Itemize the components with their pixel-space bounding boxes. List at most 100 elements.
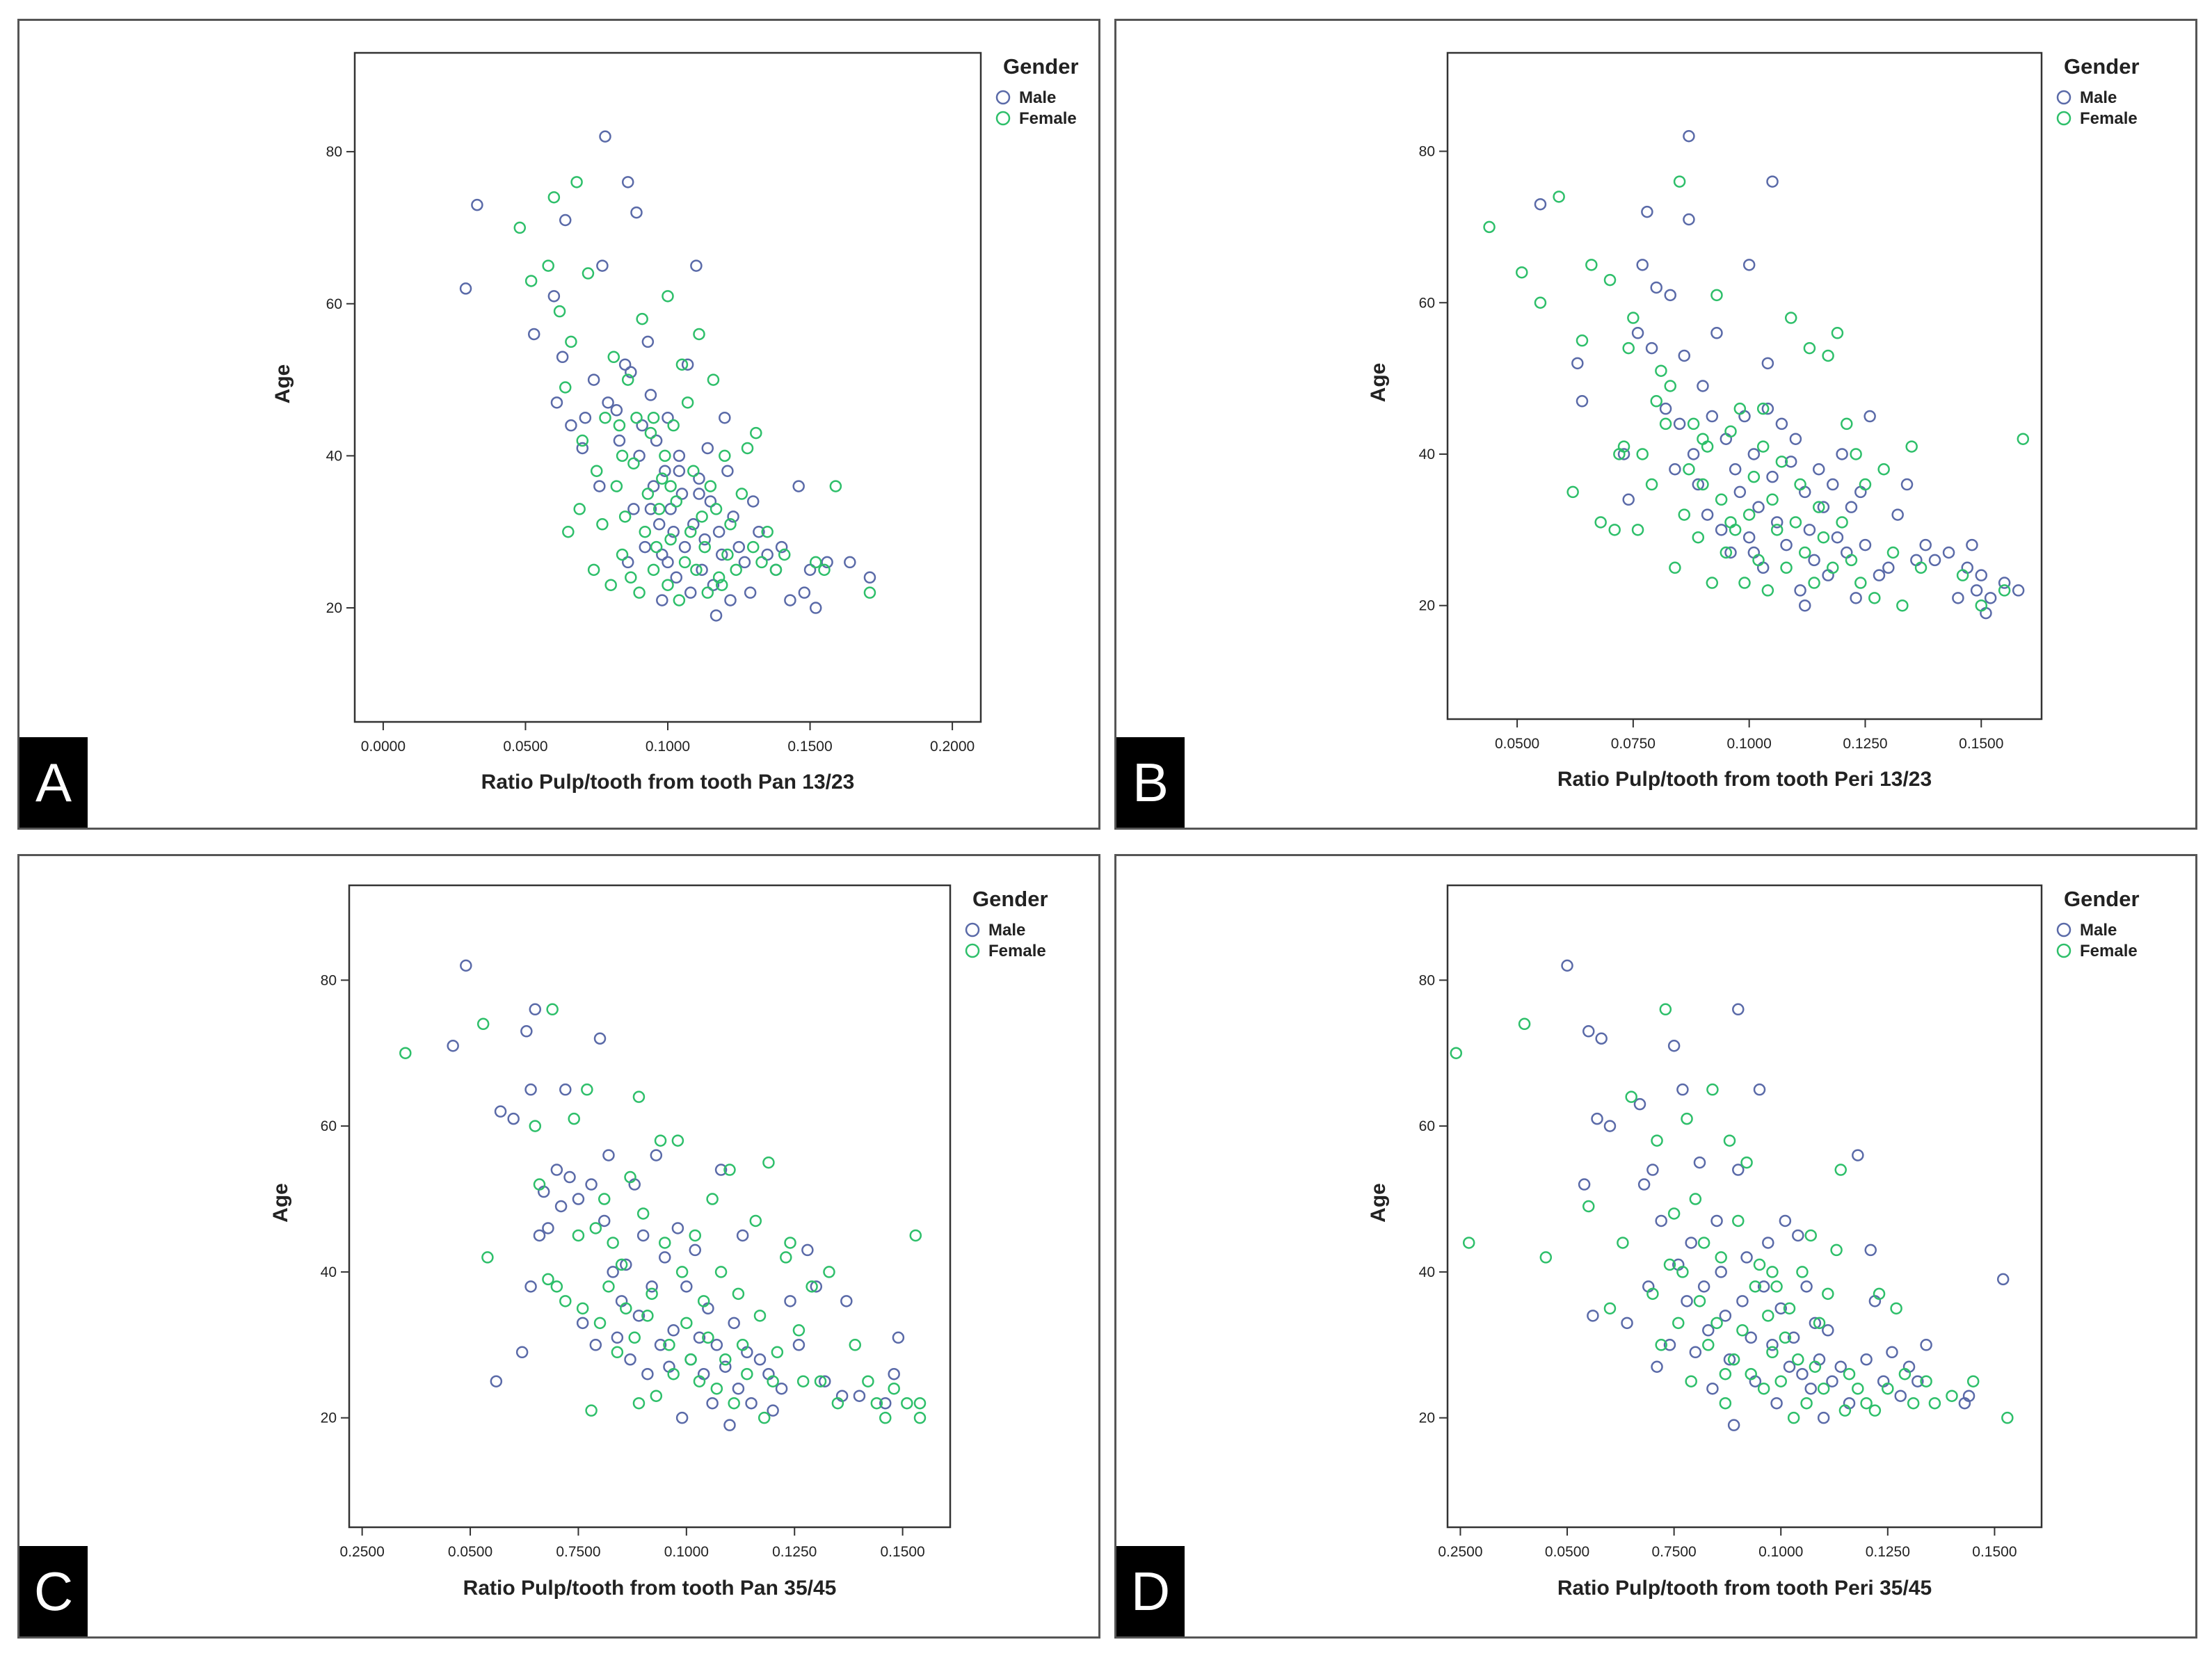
male-point [1621, 1317, 1633, 1330]
x-tick-label: 0.1250 [772, 1544, 817, 1560]
male-point [732, 1382, 745, 1395]
female-point [1896, 599, 1909, 612]
female-point [1603, 1302, 1617, 1315]
male-point [620, 1258, 632, 1271]
male-point [704, 495, 717, 508]
female-point [1783, 1302, 1796, 1315]
x-tick-label: 0.1250 [1843, 736, 1887, 752]
female-point [1747, 470, 1761, 483]
female-point [1770, 1280, 1783, 1293]
female-point [1733, 402, 1747, 415]
female-point [587, 563, 600, 577]
female-point [1697, 1237, 1710, 1249]
male-point [554, 1200, 568, 1213]
male-point [678, 540, 691, 554]
y-tick-label: 60 [326, 296, 342, 312]
male-point [1534, 198, 1547, 211]
male-point [593, 480, 606, 492]
male-point [621, 176, 634, 188]
panel-letter-b: B [1116, 737, 1185, 828]
male-point [556, 351, 569, 364]
female-point [678, 556, 691, 569]
male-point [627, 503, 640, 515]
y-tick-label: 60 [321, 1118, 337, 1134]
female-point [749, 1214, 762, 1228]
x-axis-title: Ratio Pulp/tooth from tooth Pan 35/45 [463, 1577, 837, 1600]
male-point [753, 525, 765, 538]
male-point [654, 1339, 667, 1351]
male-point [879, 1397, 892, 1410]
female-point [1845, 554, 1858, 567]
female-point [1843, 1367, 1856, 1381]
female-point [1518, 1017, 1531, 1031]
female-point [1745, 1367, 1757, 1381]
y-tick-label: 40 [1419, 446, 1435, 462]
male-point [1710, 327, 1723, 339]
female-point [719, 1353, 732, 1366]
legend-female-marker [2056, 943, 2071, 958]
male-point [753, 1353, 767, 1366]
female-point [1685, 1375, 1697, 1387]
male-point [1822, 1324, 1834, 1337]
male-point [1792, 1229, 1804, 1242]
male-point [1762, 1237, 1774, 1249]
female-point [1683, 463, 1695, 476]
female-point [1928, 1397, 1941, 1410]
female-point [831, 1397, 844, 1410]
female-point [796, 1375, 810, 1387]
male-point [610, 404, 623, 417]
male-point [533, 1229, 546, 1242]
male-point [1998, 577, 2011, 589]
female-point [647, 563, 660, 577]
panel-a: 20 40 60 80 0.0000 0.0500 0.1000 0.1500 0.2000 Ra… [17, 19, 1100, 830]
male-point [1789, 433, 1802, 445]
female-point [1627, 312, 1640, 324]
chart-a: 20 40 60 80 0.0000 0.0500 0.1000 0.1500 0.2000 Ra… [271, 51, 1079, 794]
female-point [1817, 531, 1830, 544]
female-point [1794, 478, 1806, 491]
female-point [1706, 1083, 1719, 1096]
female-point [1753, 1258, 1766, 1271]
x-tick-label: 0.1500 [787, 739, 832, 755]
female-point [1756, 440, 1770, 453]
female-point [689, 1229, 702, 1242]
male-point [589, 1339, 602, 1351]
male-point [1783, 1360, 1796, 1373]
male-point [1817, 1411, 1830, 1424]
female-point [1655, 1339, 1667, 1351]
female-point [1719, 1367, 1732, 1381]
male-point [596, 259, 609, 272]
male-point [738, 556, 751, 569]
male-point [1942, 546, 1955, 559]
male-point [706, 1397, 719, 1410]
male-point [792, 1339, 806, 1351]
male-point [840, 1295, 853, 1307]
female-point [730, 563, 742, 577]
male-point [680, 1280, 693, 1293]
female-point [913, 1397, 927, 1410]
female-point [570, 176, 583, 188]
female-point [1697, 433, 1709, 445]
female-point [1738, 577, 1751, 589]
scatter-points [459, 130, 876, 622]
male-point [602, 1149, 615, 1161]
chart-d: 20 40 60 80 0.2500 0.0500 0.7500 0.1000 0.1250 0.… [1367, 884, 2140, 1600]
male-point [809, 602, 822, 614]
male-point [1697, 1280, 1710, 1293]
male-point [1651, 1360, 1663, 1373]
male-point [656, 548, 668, 561]
female-point [568, 1112, 580, 1125]
male-point [673, 449, 686, 462]
male-point [524, 1280, 537, 1293]
male-point [524, 1083, 537, 1096]
x-tick-label: 0.1000 [664, 1544, 709, 1560]
female-point [1868, 1404, 1882, 1417]
male-point [1655, 1214, 1667, 1228]
male-point [625, 366, 637, 378]
female-point [1761, 584, 1774, 597]
male-point [1873, 569, 1886, 581]
male-point [460, 959, 472, 972]
male-point [1723, 1353, 1736, 1366]
female-point [741, 1367, 753, 1381]
legend-female-marker [2056, 111, 2071, 126]
